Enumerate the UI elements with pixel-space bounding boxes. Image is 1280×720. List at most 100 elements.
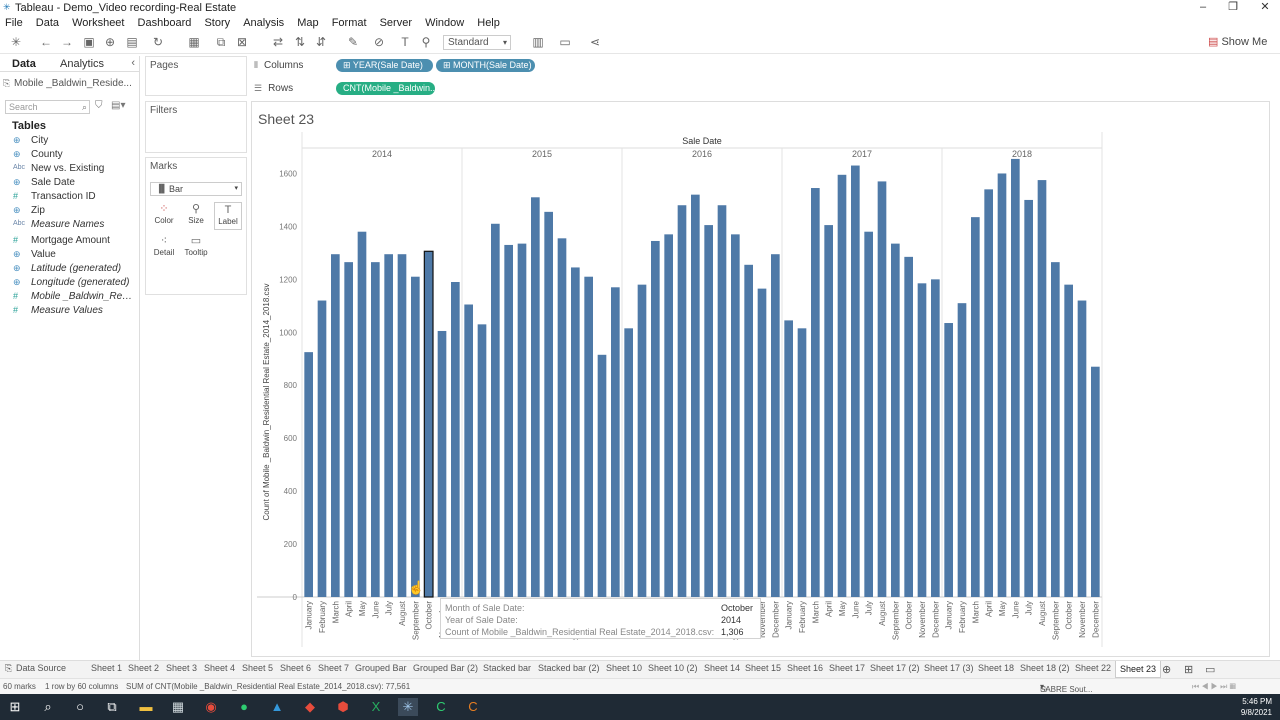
field-search-input[interactable]: Search ⌕ bbox=[5, 100, 90, 114]
chrome-icon[interactable]: ◉ bbox=[205, 699, 217, 714]
show-me-button[interactable]: ▤ Show Me bbox=[1208, 35, 1267, 48]
save-icon[interactable]: ▣ bbox=[83, 35, 95, 49]
sheet-tab[interactable]: Sheet 14 bbox=[704, 663, 741, 673]
field-item[interactable]: ⊕ Sale Date bbox=[0, 176, 140, 190]
tooltip-button[interactable]: ▭ Tooltip bbox=[182, 234, 210, 262]
sort-descending-icon[interactable]: ⇵ bbox=[315, 35, 327, 49]
clear-sheet-icon[interactable]: ⊠ bbox=[236, 35, 248, 49]
sheet-tab[interactable]: Sheet 4 bbox=[204, 663, 236, 673]
new-worksheet-tab-icon[interactable]: ⊕ bbox=[1162, 664, 1172, 676]
tab-analytics[interactable]: Analytics bbox=[60, 58, 105, 70]
menu-dashboard[interactable]: Dashboard bbox=[137, 17, 192, 29]
field-item[interactable]: # Transaction ID bbox=[0, 190, 140, 204]
camtasia-icon[interactable]: C bbox=[436, 699, 446, 714]
new-story-tab-icon[interactable]: ▭ bbox=[1205, 664, 1216, 676]
sort-ascending-icon[interactable]: ⇅ bbox=[294, 35, 306, 49]
size-button[interactable]: ⚲ Size bbox=[182, 202, 210, 230]
detail-button[interactable]: ⁖ Detail bbox=[150, 234, 178, 262]
color-button[interactable]: ⁘ Color bbox=[150, 202, 178, 230]
tableau-home-icon[interactable]: ✳ bbox=[10, 35, 22, 49]
tab-data[interactable]: Data bbox=[12, 58, 36, 70]
share-icon[interactable]: ⋖ bbox=[589, 35, 601, 49]
file-explorer-icon[interactable]: ▬ bbox=[139, 699, 153, 714]
minimize-button[interactable]: – bbox=[1199, 1, 1207, 13]
sheet-tab[interactable]: Sheet 6 bbox=[280, 663, 312, 673]
menu-help[interactable]: Help bbox=[477, 17, 500, 29]
field-item[interactable]: ⊕ Value bbox=[0, 248, 140, 262]
field-item[interactable]: Abc New vs. Existing bbox=[0, 162, 140, 176]
fit-select[interactable]: Standard ▾ bbox=[443, 35, 511, 50]
close-button[interactable]: ✕ bbox=[1260, 1, 1270, 13]
menu-data[interactable]: Data bbox=[35, 17, 60, 29]
undo-icon[interactable]: ← bbox=[40, 35, 52, 49]
cortana-icon[interactable]: ○ bbox=[76, 699, 84, 714]
sheet-tab[interactable]: Sheet 2 bbox=[128, 663, 160, 673]
sheet-tab[interactable]: Sheet 23 bbox=[1115, 661, 1162, 678]
menu-server[interactable]: Server bbox=[379, 17, 412, 29]
mark-type-select[interactable]: ▐▌ Bar ▾ bbox=[150, 182, 242, 196]
task-view-icon[interactable]: ⧉ bbox=[107, 699, 117, 714]
sheet-tab[interactable]: Sheet 15 bbox=[745, 663, 782, 673]
menu-file[interactable]: File bbox=[5, 17, 23, 29]
acrobat-icon[interactable]: ⬢ bbox=[337, 699, 349, 714]
calculator-icon[interactable]: ▦ bbox=[171, 699, 185, 714]
windows-start-icon[interactable]: ⊞ bbox=[9, 699, 21, 714]
photos-icon[interactable]: ▲ bbox=[270, 699, 284, 714]
sheet-tab[interactable]: Sheet 10 bbox=[606, 663, 643, 673]
sheet-tab[interactable]: Sheet 10 (2) bbox=[648, 663, 698, 673]
filters-card[interactable]: Filters bbox=[145, 101, 247, 153]
sheet-tab[interactable]: Sheet 5 bbox=[242, 663, 274, 673]
sheet-tab[interactable]: Sheet 7 bbox=[318, 663, 350, 673]
highlight-icon[interactable]: ✎ bbox=[347, 35, 359, 49]
sheet-tab[interactable]: Stacked bar bbox=[483, 663, 532, 673]
sheet-tab[interactable]: Sheet 17 (2) bbox=[870, 663, 920, 673]
sheet-tab[interactable]: Stacked bar (2) bbox=[538, 663, 600, 673]
field-item[interactable]: # Measure Values bbox=[0, 304, 140, 318]
collapse-icon[interactable]: ‹ bbox=[131, 57, 135, 69]
bar-chart[interactable]: Sale Date 2014 2015 2016 2017 2018 0 200 400 600 8… bbox=[252, 102, 1270, 657]
field-item[interactable]: ⊕ City bbox=[0, 134, 140, 148]
field-item[interactable]: ⊕ Zip bbox=[0, 204, 140, 218]
camtasia-recorder-icon[interactable]: C bbox=[468, 699, 478, 714]
refresh-icon[interactable]: ↻ bbox=[152, 35, 164, 49]
menu-worksheet[interactable]: Worksheet bbox=[72, 17, 125, 29]
pill-year-sale-date[interactable]: ⊞ YEAR(Sale Date) bbox=[336, 59, 433, 72]
datasource-name[interactable]: Mobile _Baldwin_Reside... bbox=[14, 78, 132, 89]
pause-updates-icon[interactable]: ▤ bbox=[126, 35, 138, 49]
show-cards-icon[interactable]: ▥ bbox=[532, 35, 544, 49]
menu-format[interactable]: Format bbox=[331, 17, 367, 29]
field-item[interactable]: ⊕ County bbox=[0, 148, 140, 162]
columns-shelf[interactable]: ⦀ Columns ⊞ YEAR(Sale Date) ⊞ MONTH(Sale … bbox=[252, 56, 1280, 76]
rows-shelf[interactable]: ☰ Rows CNT(Mobile _Baldwin... bbox=[252, 79, 1280, 99]
sheet-tab[interactable]: Sheet 16 bbox=[787, 663, 824, 673]
sheet-tab[interactable]: Sheet 17 (3) bbox=[924, 663, 974, 673]
menu-map[interactable]: Map bbox=[297, 17, 319, 29]
system-clock[interactable]: 5:46 PM 9/8/2021 bbox=[1241, 696, 1272, 718]
redo-icon[interactable]: → bbox=[61, 35, 73, 49]
pin-icon[interactable]: ⚲ bbox=[421, 35, 431, 49]
sheet-tab[interactable]: Sheet 18 bbox=[978, 663, 1015, 673]
view-options-icon[interactable]: ▤▾ bbox=[111, 100, 126, 111]
pill-count-measure[interactable]: CNT(Mobile _Baldwin... bbox=[336, 82, 435, 95]
new-dashboard-tab-icon[interactable]: ⊞ bbox=[1184, 664, 1194, 676]
duplicate-sheet-icon[interactable]: ⧉ bbox=[216, 35, 226, 49]
sheet-tab[interactable]: Sheet 3 bbox=[166, 663, 198, 673]
label-button[interactable]: T Label bbox=[214, 202, 242, 230]
new-worksheet-icon[interactable]: ▦ bbox=[188, 35, 200, 49]
swap-icon[interactable]: ⇄ bbox=[272, 35, 284, 49]
menu-story[interactable]: Story bbox=[204, 17, 231, 29]
field-item[interactable]: # Mortgage Amount bbox=[0, 234, 140, 248]
menu-analysis[interactable]: Analysis bbox=[243, 17, 285, 29]
search-icon[interactable]: ⌕ bbox=[44, 699, 52, 714]
tab-data-source[interactable]: Data Source bbox=[16, 663, 67, 673]
field-item[interactable]: # Mobile _Baldwin_Resident... bbox=[0, 290, 140, 304]
adobe-icon[interactable]: ◆ bbox=[305, 699, 315, 714]
pages-card[interactable]: Pages bbox=[145, 56, 247, 96]
sheet-tab[interactable]: Sheet 1 bbox=[91, 663, 123, 673]
restore-button[interactable]: ❐ bbox=[1228, 1, 1238, 13]
menu-window[interactable]: Window bbox=[425, 17, 465, 29]
sheet-tab[interactable]: Grouped Bar bbox=[355, 663, 407, 673]
sheet-tab[interactable]: Grouped Bar (2) bbox=[413, 663, 479, 673]
sheet-tab[interactable]: Sheet 18 (2) bbox=[1020, 663, 1070, 673]
status-user[interactable]: ⚇ SABRE Sout... ▾ bbox=[1040, 682, 1093, 694]
